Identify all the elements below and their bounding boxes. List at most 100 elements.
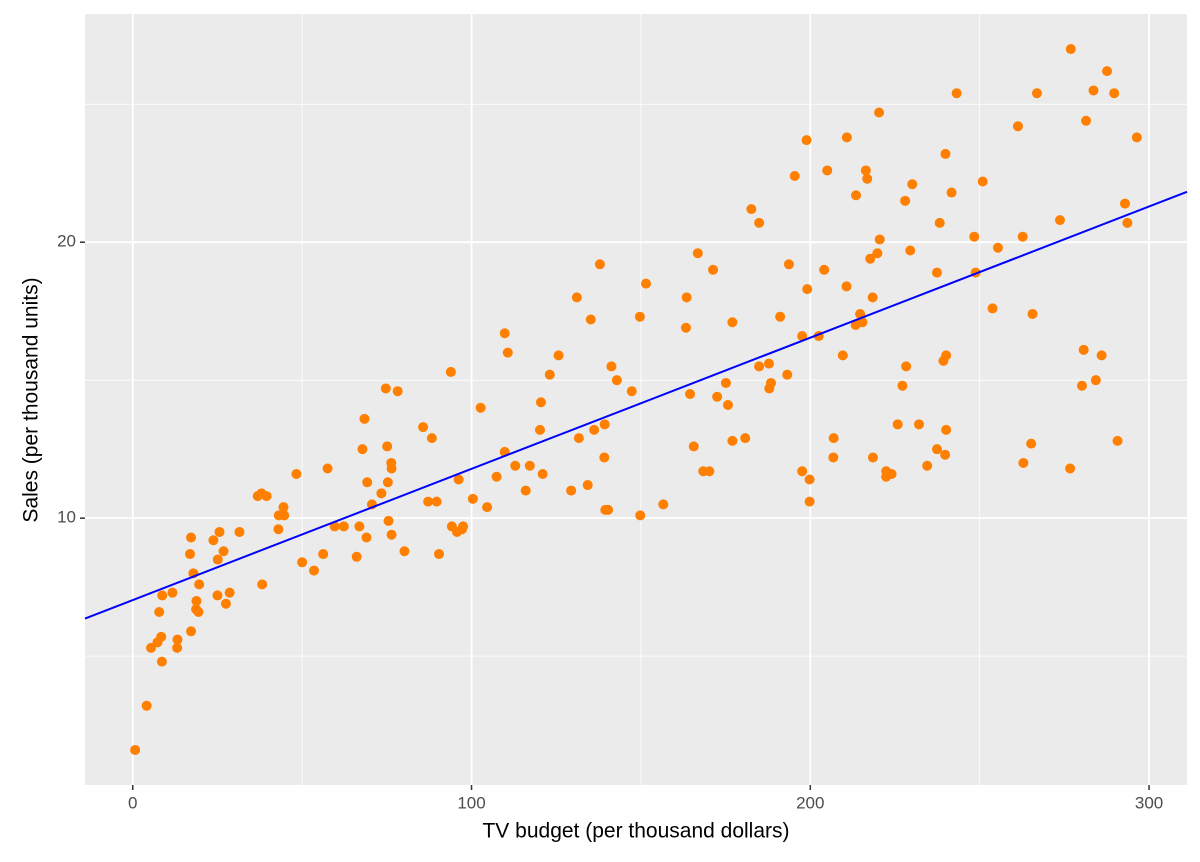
point [938,355,949,366]
point [685,388,696,399]
point [537,469,548,480]
point [969,231,980,242]
y-tick-label: 20 [57,232,76,251]
point [692,248,703,259]
point [599,452,610,463]
point [291,469,302,480]
point [186,532,197,543]
point [1018,457,1029,468]
point [860,165,871,176]
point [746,204,757,215]
point [1090,375,1101,386]
point [382,477,393,488]
point [212,590,223,601]
panel [85,14,1187,785]
point [892,419,903,430]
point [594,259,605,270]
point [1065,44,1076,55]
point [191,595,202,606]
point [599,419,610,430]
point [208,535,219,546]
point [520,485,531,496]
point [1102,66,1113,77]
x-tick-label: 300 [1135,793,1163,812]
point [1054,215,1065,226]
point [278,502,289,513]
point [553,350,564,361]
point [900,195,911,206]
point [934,217,945,228]
point [874,107,885,118]
point [329,521,340,532]
point [322,463,333,474]
y-axis-label: Sales (per thousand units) [20,277,43,522]
point [992,242,1003,253]
point [754,361,765,372]
point [708,264,719,275]
point [573,433,584,444]
point [681,292,692,303]
point [167,587,178,598]
point [640,278,651,289]
point [362,477,373,488]
point [1081,115,1092,126]
point [535,397,546,408]
point [445,366,456,377]
point [783,259,794,270]
point [130,744,141,755]
y-tick-label: 10 [57,508,76,527]
point [309,565,320,576]
point [837,350,848,361]
point [351,551,362,562]
point [977,176,988,187]
point [940,449,951,460]
point [987,303,998,314]
point [782,369,793,380]
point [819,264,830,275]
point [475,402,486,413]
point [434,549,445,560]
point [606,361,617,372]
point [418,422,429,433]
point [931,267,942,278]
point [797,331,808,342]
point [423,496,434,507]
point [218,546,229,557]
point [157,590,168,601]
point [789,170,800,181]
x-tick-label: 200 [796,793,824,812]
point [467,493,478,504]
point [502,347,513,358]
point [212,554,223,565]
point [1109,88,1120,99]
point [914,419,925,430]
point [499,328,510,339]
point [872,248,883,259]
point [431,496,442,507]
point [901,361,912,372]
point [740,433,751,444]
point [946,187,957,198]
point [801,135,812,146]
x-tick-label: 0 [128,793,137,812]
point [1026,438,1037,449]
point [897,380,908,391]
x-tick-label: 100 [457,793,485,812]
point [867,292,878,303]
point [582,480,593,491]
point [907,179,918,190]
point [491,471,502,482]
point [1131,132,1142,143]
point [763,358,774,369]
point [931,444,942,455]
point [1088,85,1099,96]
point [141,700,152,711]
point [626,386,637,397]
point [1112,435,1123,446]
point [172,642,183,653]
point [941,424,952,435]
point [186,626,197,637]
point [1031,88,1042,99]
point [279,510,290,521]
point [524,460,535,471]
